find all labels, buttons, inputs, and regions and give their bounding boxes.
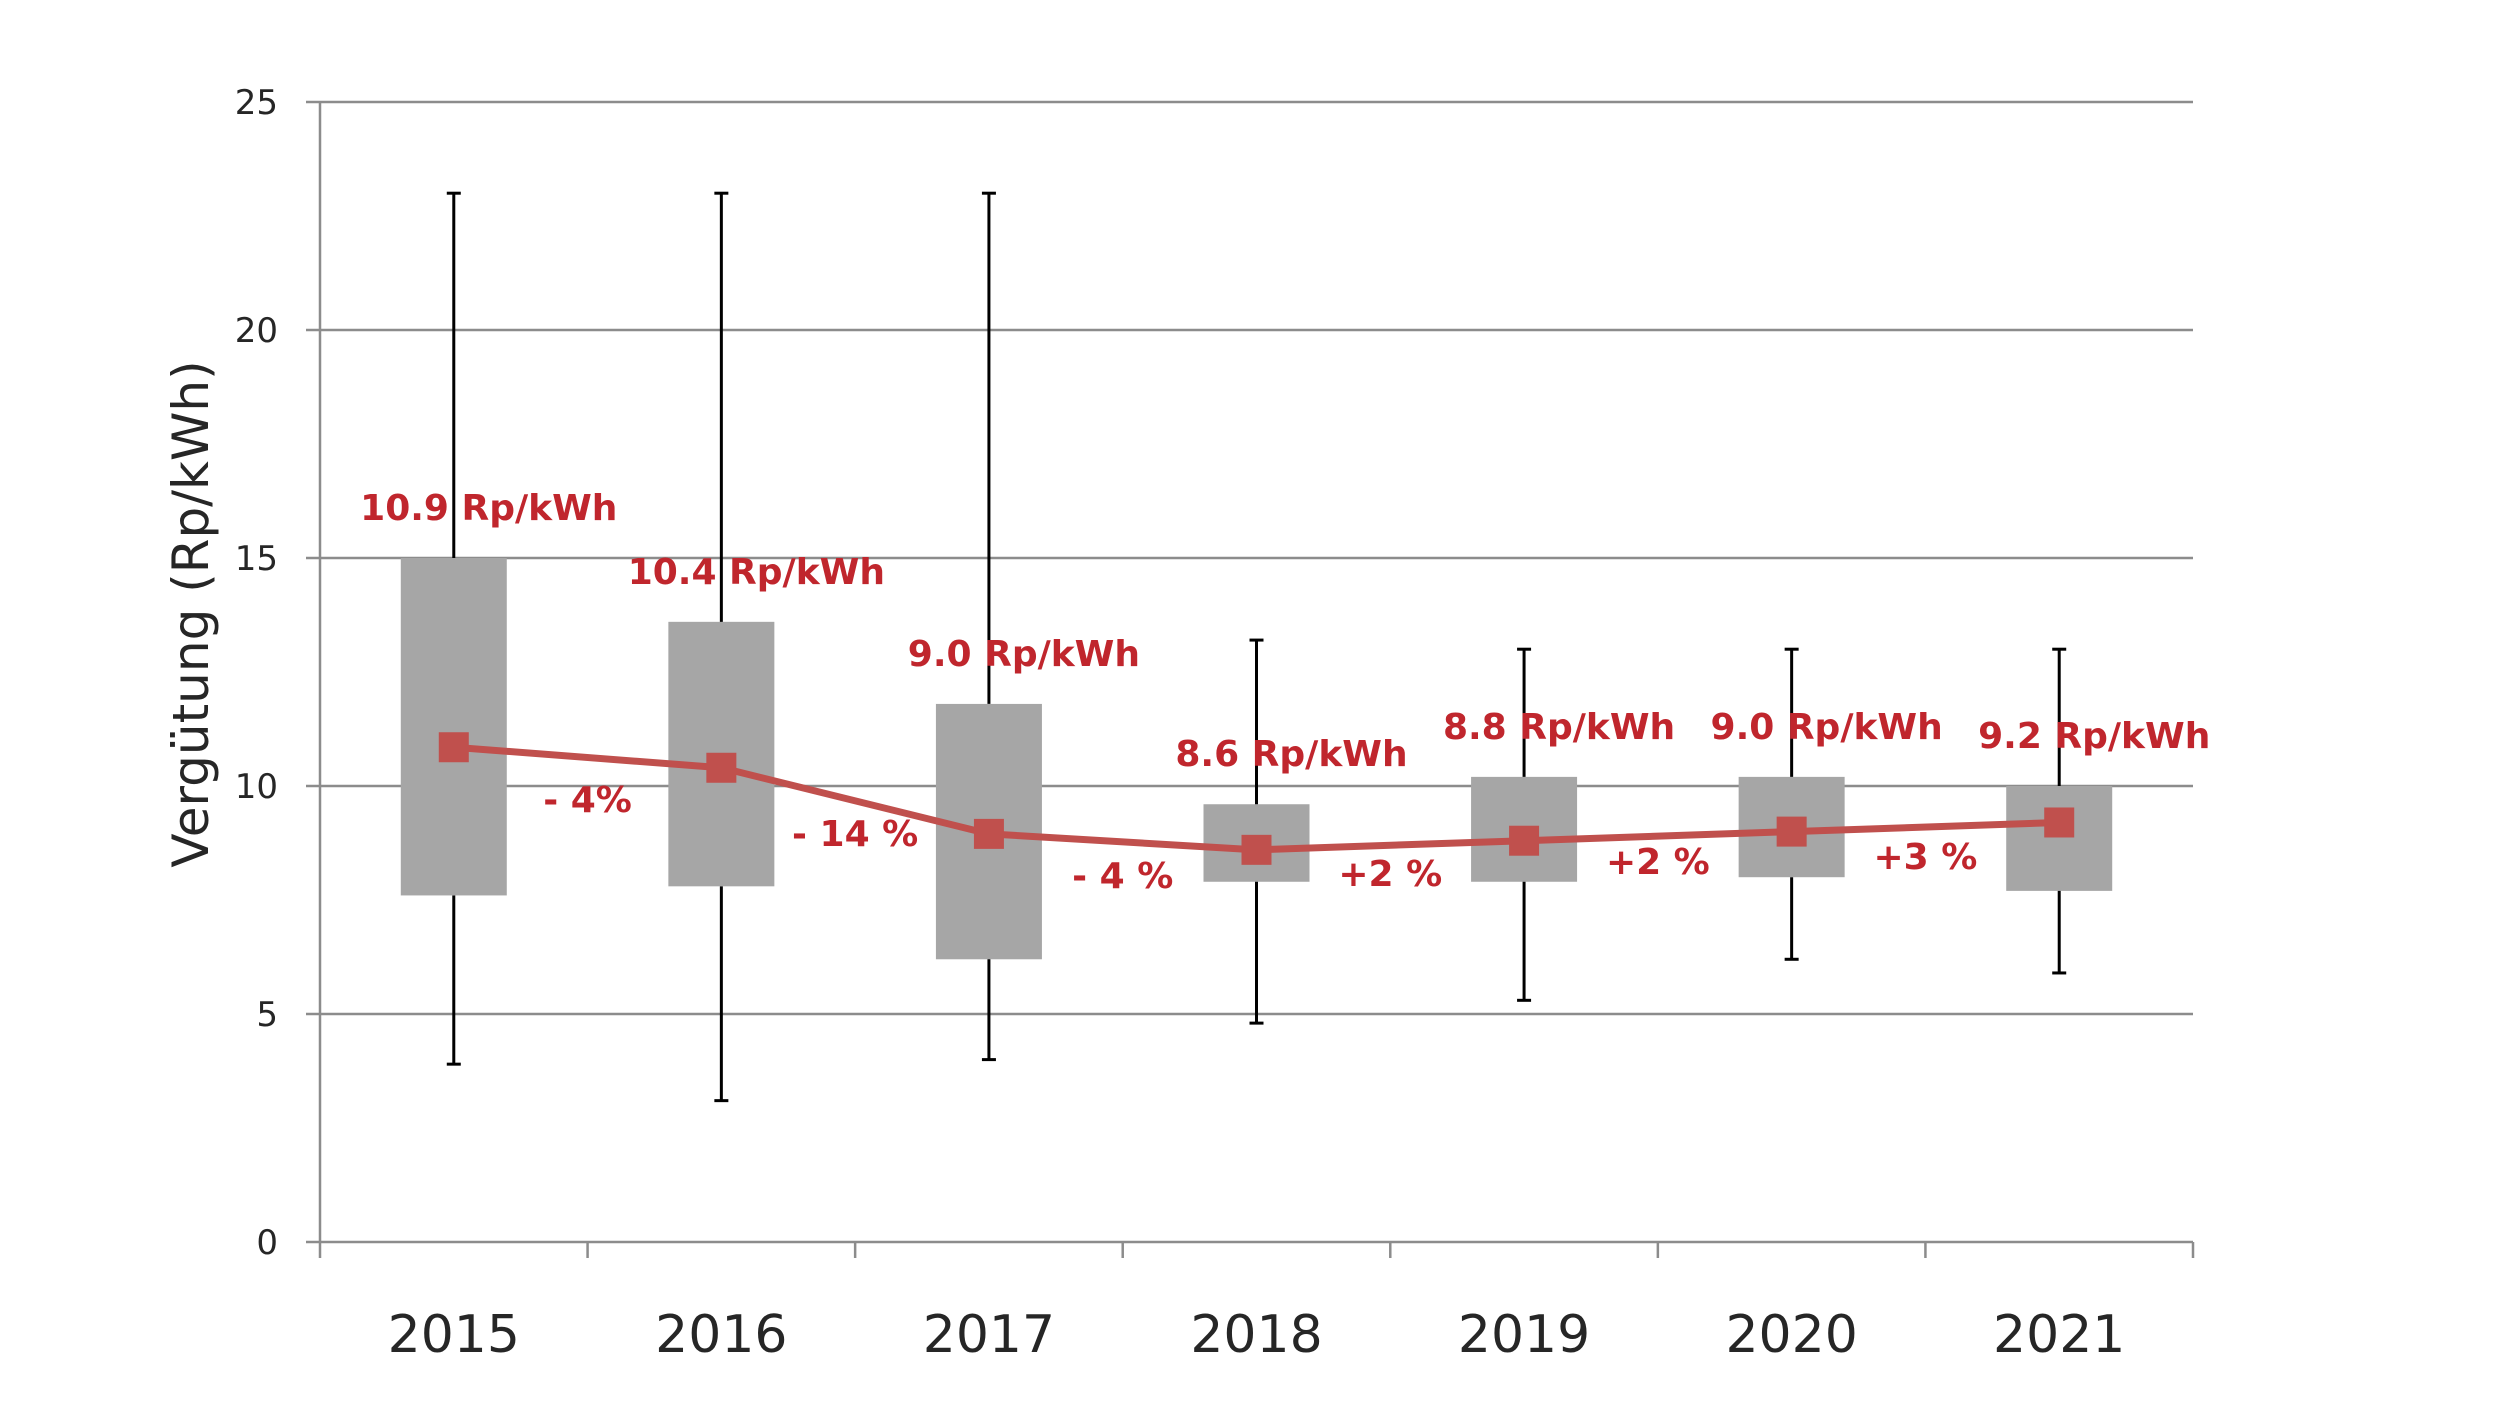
y-tick-label: 15 <box>235 539 278 579</box>
y-tick-label: 5 <box>256 995 278 1035</box>
value-label: 8.6 Rp/kWh <box>1175 734 1407 775</box>
value-label: 9.2 Rp/kWh <box>1978 716 2210 757</box>
value-label: 10.4 Rp/kWh <box>628 552 885 593</box>
box-2021 <box>2006 786 2113 891</box>
value-label: 9.0 Rp/kWh <box>908 634 1140 675</box>
change-label: +2 % <box>1338 854 1442 895</box>
x-category-label: 2020 <box>1725 1305 1857 1365</box>
x-category-label: 2016 <box>655 1305 787 1365</box>
median-marker <box>438 732 469 763</box>
median-marker <box>973 818 1004 849</box>
median-marker <box>1509 825 1540 856</box>
x-category-label: 2021 <box>1993 1305 2125 1365</box>
y-tick-label: 10 <box>235 767 278 807</box>
x-category-label: 2017 <box>923 1305 1055 1365</box>
y-tick-label: 0 <box>256 1223 278 1263</box>
x-category-label: 2015 <box>388 1305 520 1365</box>
y-tick-label: 20 <box>235 311 278 351</box>
y-axis-title: Vergütung (Rp/kWh) <box>162 360 220 867</box>
change-label: - 4% <box>543 780 632 821</box>
change-label: - 4 % <box>1072 856 1173 897</box>
x-category-label: 2019 <box>1458 1305 1590 1365</box>
median-marker <box>1776 816 1807 847</box>
median-marker <box>2044 807 2075 838</box>
change-label: - 14 % <box>792 814 918 855</box>
median-marker <box>706 752 737 783</box>
y-tick-label: 25 <box>235 83 278 123</box>
median-marker <box>1241 834 1272 865</box>
x-category-label: 2018 <box>1190 1305 1322 1365</box>
value-label: 9.0 Rp/kWh <box>1711 707 1943 748</box>
box-2015 <box>400 558 507 896</box>
value-label: 10.9 Rp/kWh <box>360 488 617 529</box>
change-label: +3 % <box>1874 837 1978 878</box>
change-label: +2 % <box>1606 842 1710 883</box>
value-label: 8.8 Rp/kWh <box>1443 707 1675 748</box>
